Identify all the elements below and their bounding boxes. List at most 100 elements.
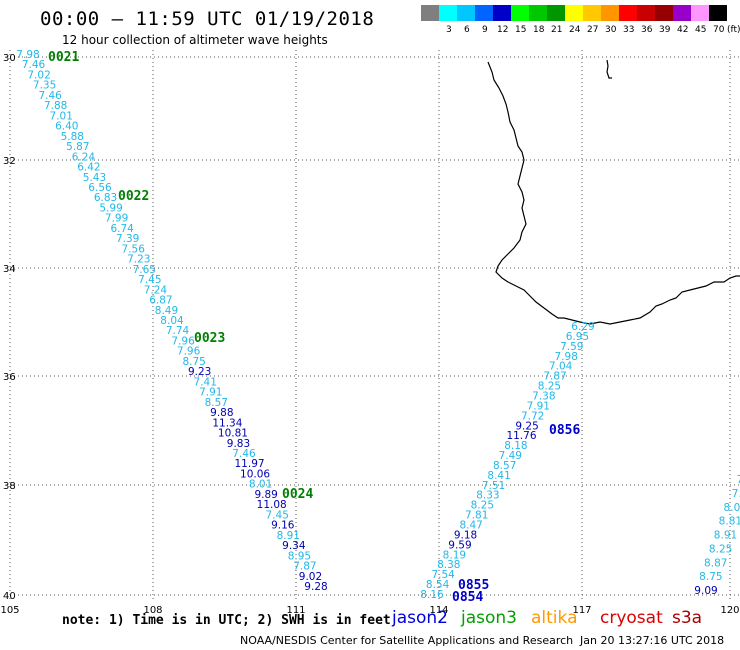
swh-value: 6.87 [149, 295, 172, 307]
swh-value: 8.81 [719, 516, 740, 528]
lon-label: 108 [143, 605, 162, 616]
swh-value: 7.59 [560, 341, 583, 353]
swh-value: 8.91 [714, 530, 737, 542]
lat-label: 38 [3, 481, 16, 492]
swh-value: 7.51 [482, 480, 505, 492]
swh-value: 9.34 [282, 540, 306, 552]
lat-lon-grid: 30 32 34 36 38 40 105 108 111 114 117 120 [0, 50, 740, 616]
legend-swatch [691, 5, 709, 21]
swh-value: 5.99 [99, 202, 122, 214]
legend-label: 12 [497, 25, 509, 35]
lon-label: 105 [0, 605, 19, 616]
swh-value: 8.75 [182, 356, 205, 368]
swh-value: 9.02 [299, 571, 322, 583]
swh-value: 7.99 [105, 213, 128, 225]
swh-value: 8.18 [504, 440, 527, 452]
map-subtitle: 12 hour collection of altimeter wave hei… [62, 33, 328, 47]
swh-value: 7.39 [116, 233, 139, 245]
swh-value: 7.45 [266, 509, 289, 521]
swh-value: 8.91 [277, 530, 300, 542]
swh-value: 7.02 [27, 69, 50, 81]
lon-label: 114 [429, 605, 448, 616]
note-text: note: 1) Time is in UTC; 2) SWH is in fe… [62, 613, 391, 628]
legend-swatch [493, 5, 511, 21]
time-mark: 0024 [282, 487, 313, 502]
legend-label: 33 [623, 25, 635, 35]
legend-swatch [583, 5, 601, 21]
swh-value: 8.49 [155, 305, 178, 317]
legend-swatch [709, 5, 727, 21]
swh-value: 7.87 [543, 371, 566, 383]
legend-swatch [565, 5, 583, 21]
legend-swatch [619, 5, 637, 21]
lon-label: 120 [720, 605, 739, 616]
swh-value: 11.97 [235, 458, 265, 470]
legend-label: 6 [464, 25, 470, 35]
legend-label: 27 [587, 25, 599, 35]
swh-value: 8.57 [205, 397, 228, 409]
lon-label: 117 [572, 605, 591, 616]
legend-label: 45 [695, 25, 707, 35]
swh-value: 9.16 [271, 520, 295, 532]
swh-value: 7.46 [38, 90, 62, 102]
swh-value: 7.91 [199, 387, 222, 399]
swh-value: 8.54 [426, 579, 450, 591]
swh-value: 8.25 [709, 543, 732, 555]
swh-value: 7.87 [293, 561, 316, 573]
swh-value: 8.75 [699, 571, 722, 583]
swh-value: 7.45 [138, 274, 161, 286]
time-mark: 0855 [458, 578, 489, 593]
legend-label: 30 [605, 25, 617, 35]
swh-value: 10.81 [218, 428, 248, 440]
swh-value: 6.42 [77, 162, 100, 174]
swh-value: 11.76 [506, 430, 536, 442]
swh-value: 7.24 [144, 284, 168, 296]
swh-points: 7.987.467.027.357.467.887.016.405.885.87… [16, 49, 740, 601]
swh-value: 7.88 [44, 100, 67, 112]
swh-value: 8.95 [288, 550, 311, 562]
legend-label: 18 [533, 25, 545, 35]
swh-value: 7.49 [499, 450, 522, 462]
swh-value: 8.47 [459, 520, 482, 532]
swh-value: 7.38 [532, 390, 555, 402]
footer-timestamp: Jan 20 13:27:16 UTC 2018 [580, 634, 725, 647]
swh-value: 8.87 [704, 557, 727, 569]
legend-label: 21 [551, 25, 563, 35]
legend-unit: (ft) [727, 25, 740, 35]
legend-swatch [511, 5, 529, 21]
legend-swatch [601, 5, 619, 21]
legend-label: 36 [641, 25, 653, 35]
swh-value: 9.18 [454, 529, 477, 541]
swh-value: 7.41 [194, 376, 217, 388]
swh-value: 7.72 [521, 410, 544, 422]
time-mark: 0021 [48, 50, 79, 65]
swh-value: 8.25 [471, 500, 494, 512]
time-mark: 0022 [118, 189, 149, 204]
lat-label: 30 [3, 53, 16, 64]
coastline [487, 61, 740, 325]
swh-value: 9.89 [254, 489, 277, 501]
swh-value: 8.01 [249, 479, 272, 491]
legend-swatch [655, 5, 673, 21]
legend-label: 15 [515, 25, 527, 35]
swh-value: 7.04 [549, 361, 573, 373]
map-title: 00:00 – 11:59 UTC 01/19/2018 [40, 8, 375, 30]
lat-label: 32 [3, 156, 16, 167]
swh-value: 8.16 [420, 589, 444, 601]
lat-label: 40 [3, 591, 16, 602]
swh-value: 5.88 [61, 131, 84, 143]
swh-value: 7.91 [527, 400, 550, 412]
swh-value: 7.8 [732, 488, 740, 500]
legend-swatch [475, 5, 493, 21]
swh-value: 9.88 [210, 407, 233, 419]
swh-value: 9.28 [304, 581, 327, 593]
satellite-jason3: jason3 [461, 608, 517, 628]
swh-value: 8.25 [538, 381, 561, 393]
swh-value: 6.83 [94, 192, 117, 204]
swh-value: 6.56 [88, 182, 112, 194]
time-mark: 0854 [452, 590, 483, 605]
swh-value: 7.54 [431, 569, 455, 581]
swh-value: 9.09 [694, 585, 717, 597]
swh-value: 7.96 [177, 346, 201, 358]
lat-label: 34 [3, 264, 16, 275]
